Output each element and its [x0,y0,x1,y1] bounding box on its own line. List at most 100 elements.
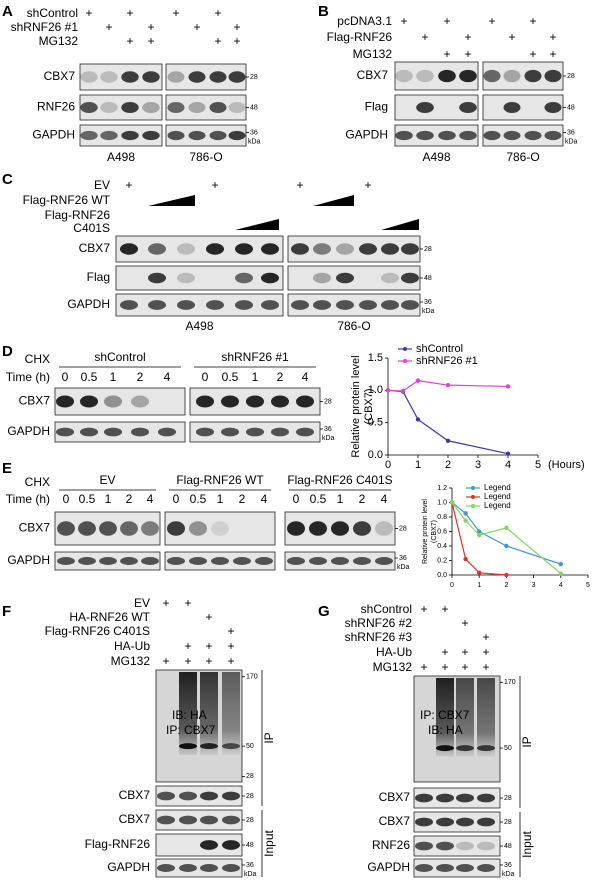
band [331,521,349,536]
data-point [558,561,563,567]
data-point [477,532,482,538]
band [235,272,253,284]
marker-label: 50 [504,745,512,752]
data-point [400,388,406,394]
band [80,427,98,437]
band [57,557,75,565]
band [401,272,419,284]
band [313,272,331,284]
band [381,243,399,255]
blot-label: GAPDH [345,128,388,142]
band [503,102,521,113]
blot-label: GAPDH [7,553,50,567]
treatment-mark: + [214,34,221,48]
time-label: 4 [381,492,388,506]
x-tick-label: 5 [535,459,541,471]
band [158,427,176,437]
legend-label: Legend [484,501,511,510]
band [416,69,434,83]
marker-label: 28 [567,73,575,80]
legend-label: shRNF26 #1 [416,355,478,367]
band [179,815,197,825]
treatment-mark: + [205,654,212,668]
band [415,841,433,851]
band [477,841,495,851]
band [99,521,117,536]
treatment-mark: + [549,30,556,44]
y-tick-label: 0.5 [368,417,383,429]
data-point [415,378,421,383]
time-label: 2 [277,370,284,384]
treatment-mark: + [205,639,212,653]
band [80,130,98,141]
band [438,130,456,141]
time-label: 1 [217,492,224,506]
blot-label: GAPDH [7,424,50,438]
unit-label: kDa [565,138,578,145]
treatment-label: C401S [73,221,110,235]
panel-label: B [318,3,329,20]
treatment-mark: + [147,20,154,34]
treatment-label: EV [134,596,150,610]
treatment-mark: + [364,178,371,192]
band [206,243,224,255]
blot-label: Flag-RNF26 [85,837,151,851]
band [416,102,434,113]
y-tick-label: 0.4 [437,543,447,550]
data-point [449,500,455,505]
band [261,243,279,255]
y-tick-label: 0.2 [437,557,447,564]
y-tick-label: 1.0 [437,499,447,506]
treatment-mark: + [105,20,112,34]
band [503,69,521,83]
x-tick-label: 0 [450,582,454,589]
band [222,864,240,872]
band [157,864,175,872]
band [477,793,495,803]
treatment-mark: + [227,654,234,668]
blot-label: CBX7 [357,68,389,82]
band [296,427,314,437]
side-label: Input [520,830,534,857]
band [359,300,377,310]
panel-label: C [2,171,13,188]
band [401,300,419,310]
treatment-mark: + [162,596,169,610]
band [142,130,160,141]
band [157,791,175,801]
blot-label: Flag [365,100,388,114]
band [209,102,227,113]
band [221,395,239,408]
band [291,243,309,255]
time-label: 2 [126,492,133,506]
band [177,300,195,310]
treatment-mark: + [549,47,556,61]
treatment-mark: + [125,178,132,192]
group-label: Flag-RNF26 WT [176,473,264,487]
treatment-label: MG132 [373,660,413,674]
marker-label: 36 [399,555,407,562]
band [56,395,74,408]
band [544,102,562,113]
band [375,557,393,565]
treatment-mark: + [147,34,154,48]
band [167,102,185,113]
blot-label: CBX7 [44,69,76,83]
data-point [445,382,451,388]
treatment-label: MG132 [111,654,151,668]
band [100,130,118,141]
panel-label: D [2,343,13,360]
ip-text: IB: HA [428,723,463,737]
time-label: 0.5 [310,492,327,506]
data-point [477,570,482,576]
data-point [445,438,451,443]
band [211,557,229,565]
band [271,427,289,437]
treatment-label: HA-Ub [114,639,150,653]
x-tick-label: 5 [586,582,590,589]
band [80,71,98,83]
marker-label: 28 [504,819,512,826]
band [331,557,349,565]
treatment-label: shRNF26 #1 [11,20,79,34]
x-tick-label: 0 [385,459,391,471]
